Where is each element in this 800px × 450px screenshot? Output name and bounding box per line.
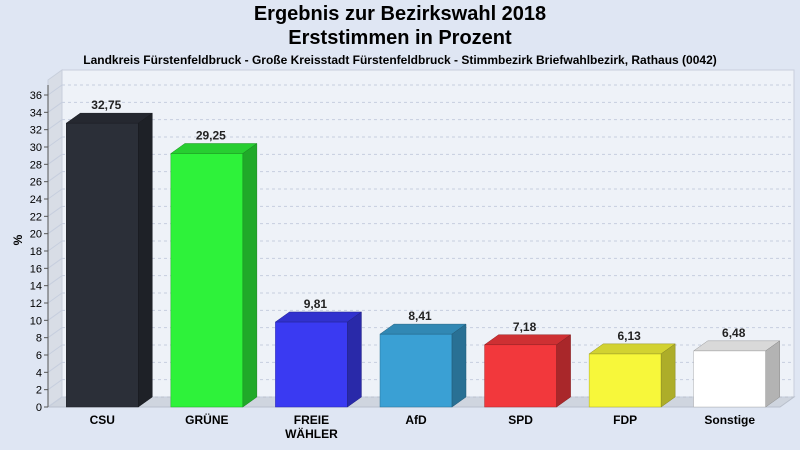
gridline-side (47, 379, 63, 391)
chart-subtitle: Landkreis Fürstenfeldbruck - Große Kreis… (83, 53, 717, 67)
y-tick-label: 8 (36, 333, 42, 345)
gridline-side (47, 275, 63, 287)
bar-value-label: 9,81 (304, 297, 328, 311)
y-tick-label: 6 (36, 350, 42, 362)
y-tick-label: 26 (30, 177, 42, 189)
x-tick-label: GRÜNE (185, 412, 228, 427)
bar-side-2 (347, 311, 362, 408)
y-tick-label: 2 (36, 385, 42, 397)
y-tick-label: 18 (30, 246, 42, 258)
bar-top-4 (483, 334, 572, 346)
y-tick-label: 4 (36, 367, 42, 379)
y-axis-label: % (11, 234, 25, 245)
gridline-side (47, 188, 63, 200)
gridline-side (47, 327, 63, 339)
gridline-side (47, 361, 63, 373)
y-tick-label: 12 (30, 298, 42, 310)
bar-3 (379, 333, 453, 408)
gridline-side (47, 119, 63, 131)
gridline-side (47, 240, 63, 252)
gridline-side (47, 84, 63, 96)
bar-1 (170, 153, 244, 408)
y-tick-label: 36 (30, 90, 42, 102)
y-tick-label: 16 (30, 263, 42, 275)
x-tick-label: FREIE (294, 413, 329, 427)
gridline-side (47, 223, 63, 235)
bar-top-0 (65, 112, 154, 124)
bar-6 (693, 350, 766, 408)
y-tick-label: 34 (30, 107, 42, 119)
x-tick-label: CSU (90, 413, 115, 427)
bar-side-6 (765, 340, 780, 408)
bar-value-label: 6,48 (722, 326, 746, 340)
bar-top-3 (379, 323, 467, 335)
bar-side-0 (138, 112, 153, 408)
plot-side-wall (47, 69, 63, 408)
bar-top-5 (588, 343, 676, 355)
y-tick-label: 30 (30, 142, 42, 154)
bar-value-label: 8,41 (408, 309, 432, 323)
gridline-side (47, 309, 63, 321)
x-tick-label: AfD (405, 413, 427, 427)
chart-title-line2: Erststimmen in Prozent (288, 27, 512, 49)
bar-side-3 (451, 323, 467, 408)
bar-value-label: 29,25 (196, 129, 226, 143)
gridline-side (47, 101, 63, 113)
bar-value-label: 32,75 (91, 98, 121, 112)
bar-top-1 (170, 143, 258, 154)
gridline-side (47, 396, 63, 408)
y-tick-label: 14 (30, 281, 42, 293)
bar-value-label: 7,18 (513, 320, 537, 334)
gridline-side (47, 153, 63, 165)
chart-title: Ergebnis zur Bezirkswahl 2018 (253, 3, 547, 25)
y-tick-label: 24 (30, 194, 42, 206)
bar-top-6 (692, 340, 781, 352)
bar-value-label: 6,13 (617, 329, 641, 343)
gridline-side (47, 344, 63, 356)
gridline-side (47, 292, 63, 304)
y-tick-label: 20 (30, 229, 42, 241)
gridline-side (47, 257, 63, 269)
bar-side-5 (660, 343, 676, 408)
y-tick-label: 10 (30, 315, 42, 327)
y-tick-label: 32 (30, 125, 42, 137)
x-tick-label: WÄHLER (285, 426, 338, 441)
y-tick-label: 0 (36, 402, 42, 414)
gridline-side (47, 205, 63, 217)
x-tick-label: Sonstige (704, 413, 755, 427)
x-tick-label: SPD (508, 413, 533, 427)
y-tick-label: 22 (30, 211, 42, 223)
gridline-side (47, 171, 63, 183)
bar-side-1 (242, 143, 258, 408)
gridline-side (47, 136, 63, 148)
x-tick-label: FDP (613, 413, 637, 427)
bar-top-2 (274, 311, 363, 323)
bar-5 (588, 353, 662, 408)
bar-0 (66, 122, 139, 408)
y-tick-label: 28 (30, 159, 42, 171)
bar-4 (484, 344, 557, 408)
bar-side-4 (556, 334, 571, 408)
bar-2 (275, 321, 348, 408)
